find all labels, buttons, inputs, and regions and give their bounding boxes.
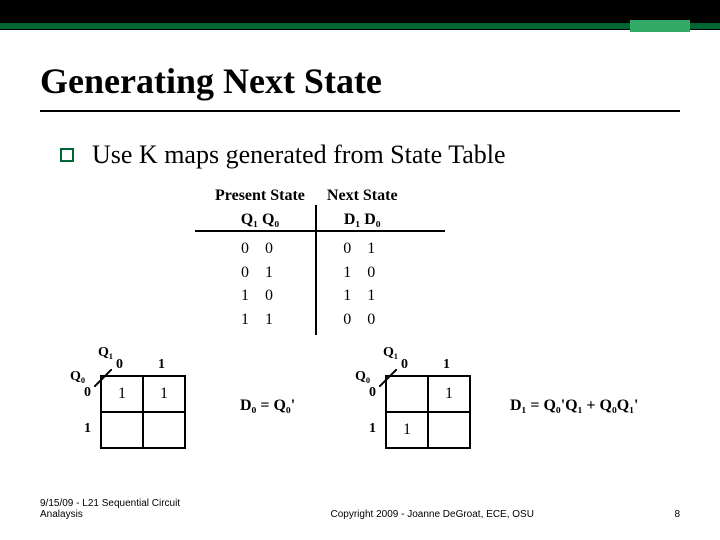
st-sub-left: Q₁ Q₀: [241, 209, 279, 231]
equation-d1: D₁ = Q₀'Q₁ + Q₀Q₁': [510, 397, 638, 415]
kmap-grid: 1 1: [385, 375, 471, 449]
kmap-cell: 1: [428, 376, 470, 412]
kmap-row-label: 1: [369, 421, 376, 437]
kmap-col-label: 1: [443, 357, 450, 373]
equation-d0: D₀ = Q₀': [240, 397, 295, 415]
st-header-right: Next State: [327, 185, 398, 207]
kmap-diag-icon: [94, 369, 112, 387]
page-title: Generating Next State: [40, 60, 382, 102]
kmap-d1: Q₁ Q₀ 0 1 0 1 1 1: [385, 375, 471, 449]
footer-center: Copyright 2009 - Joanne DeGroat, ECE, OS…: [331, 509, 534, 520]
st-sub-right: D₁ D₀: [344, 209, 381, 231]
st-row: 1 1: [241, 309, 279, 331]
st-row: 1 0: [241, 285, 279, 307]
bullet-text: Use K maps generated from State Table: [92, 140, 506, 170]
kmap-cell: 1: [143, 376, 185, 412]
kmap-grid: 1 1: [100, 375, 186, 449]
st-rows-right: 0 1 1 0 1 1 0 0: [343, 238, 381, 330]
st-row: 1 0: [343, 262, 381, 284]
accent-square: [630, 20, 690, 32]
kmap-var-side: Q₀: [70, 369, 85, 385]
st-header-left: Present State: [215, 185, 305, 207]
st-row: 0 0: [343, 309, 381, 331]
state-table-left: Present State Q₁ Q₀ 0 0 0 1 1 0 1 1: [205, 185, 315, 335]
kmap-row-label: 0: [84, 385, 91, 401]
title-underline: [40, 110, 680, 112]
accent-bar: [0, 23, 720, 29]
kmap-col-label: 0: [401, 357, 408, 373]
kmap-var-top: Q₁: [98, 345, 113, 361]
kmap-diag-icon: [379, 369, 397, 387]
st-row: 0 1: [241, 262, 279, 284]
kmap-cell: 1: [386, 412, 428, 448]
state-table: Present State Q₁ Q₀ 0 0 0 1 1 0 1 1 Next…: [205, 185, 408, 335]
kmap-row-label: 1: [84, 421, 91, 437]
kmap-cell: [428, 412, 470, 448]
bullet-icon: [60, 148, 74, 162]
kmap-col-label: 1: [158, 357, 165, 373]
kmap-col-label: 0: [116, 357, 123, 373]
st-row: 0 0: [241, 238, 279, 260]
kmap-cell: [101, 412, 143, 448]
kmap-row-label: 0: [369, 385, 376, 401]
state-table-right: Next State D₁ D₀ 0 1 1 0 1 1 0 0: [317, 185, 408, 335]
footer-right: 8: [674, 509, 680, 520]
st-row: 0 1: [343, 238, 381, 260]
st-row: 1 1: [343, 285, 381, 307]
kmap-cell: [143, 412, 185, 448]
footer: 9/15/09 - L21 Sequential Circuit Analays…: [40, 498, 680, 520]
kmap-var-side: Q₀: [355, 369, 370, 385]
footer-left: 9/15/09 - L21 Sequential Circuit Analays…: [40, 498, 190, 520]
kmap-d0: Q₁ Q₀ 0 1 0 1 1 1: [100, 375, 186, 449]
st-rows-left: 0 0 0 1 1 0 1 1: [241, 238, 279, 330]
bullet-row: Use K maps generated from State Table: [60, 140, 506, 170]
kmap-var-top: Q₁: [383, 345, 398, 361]
